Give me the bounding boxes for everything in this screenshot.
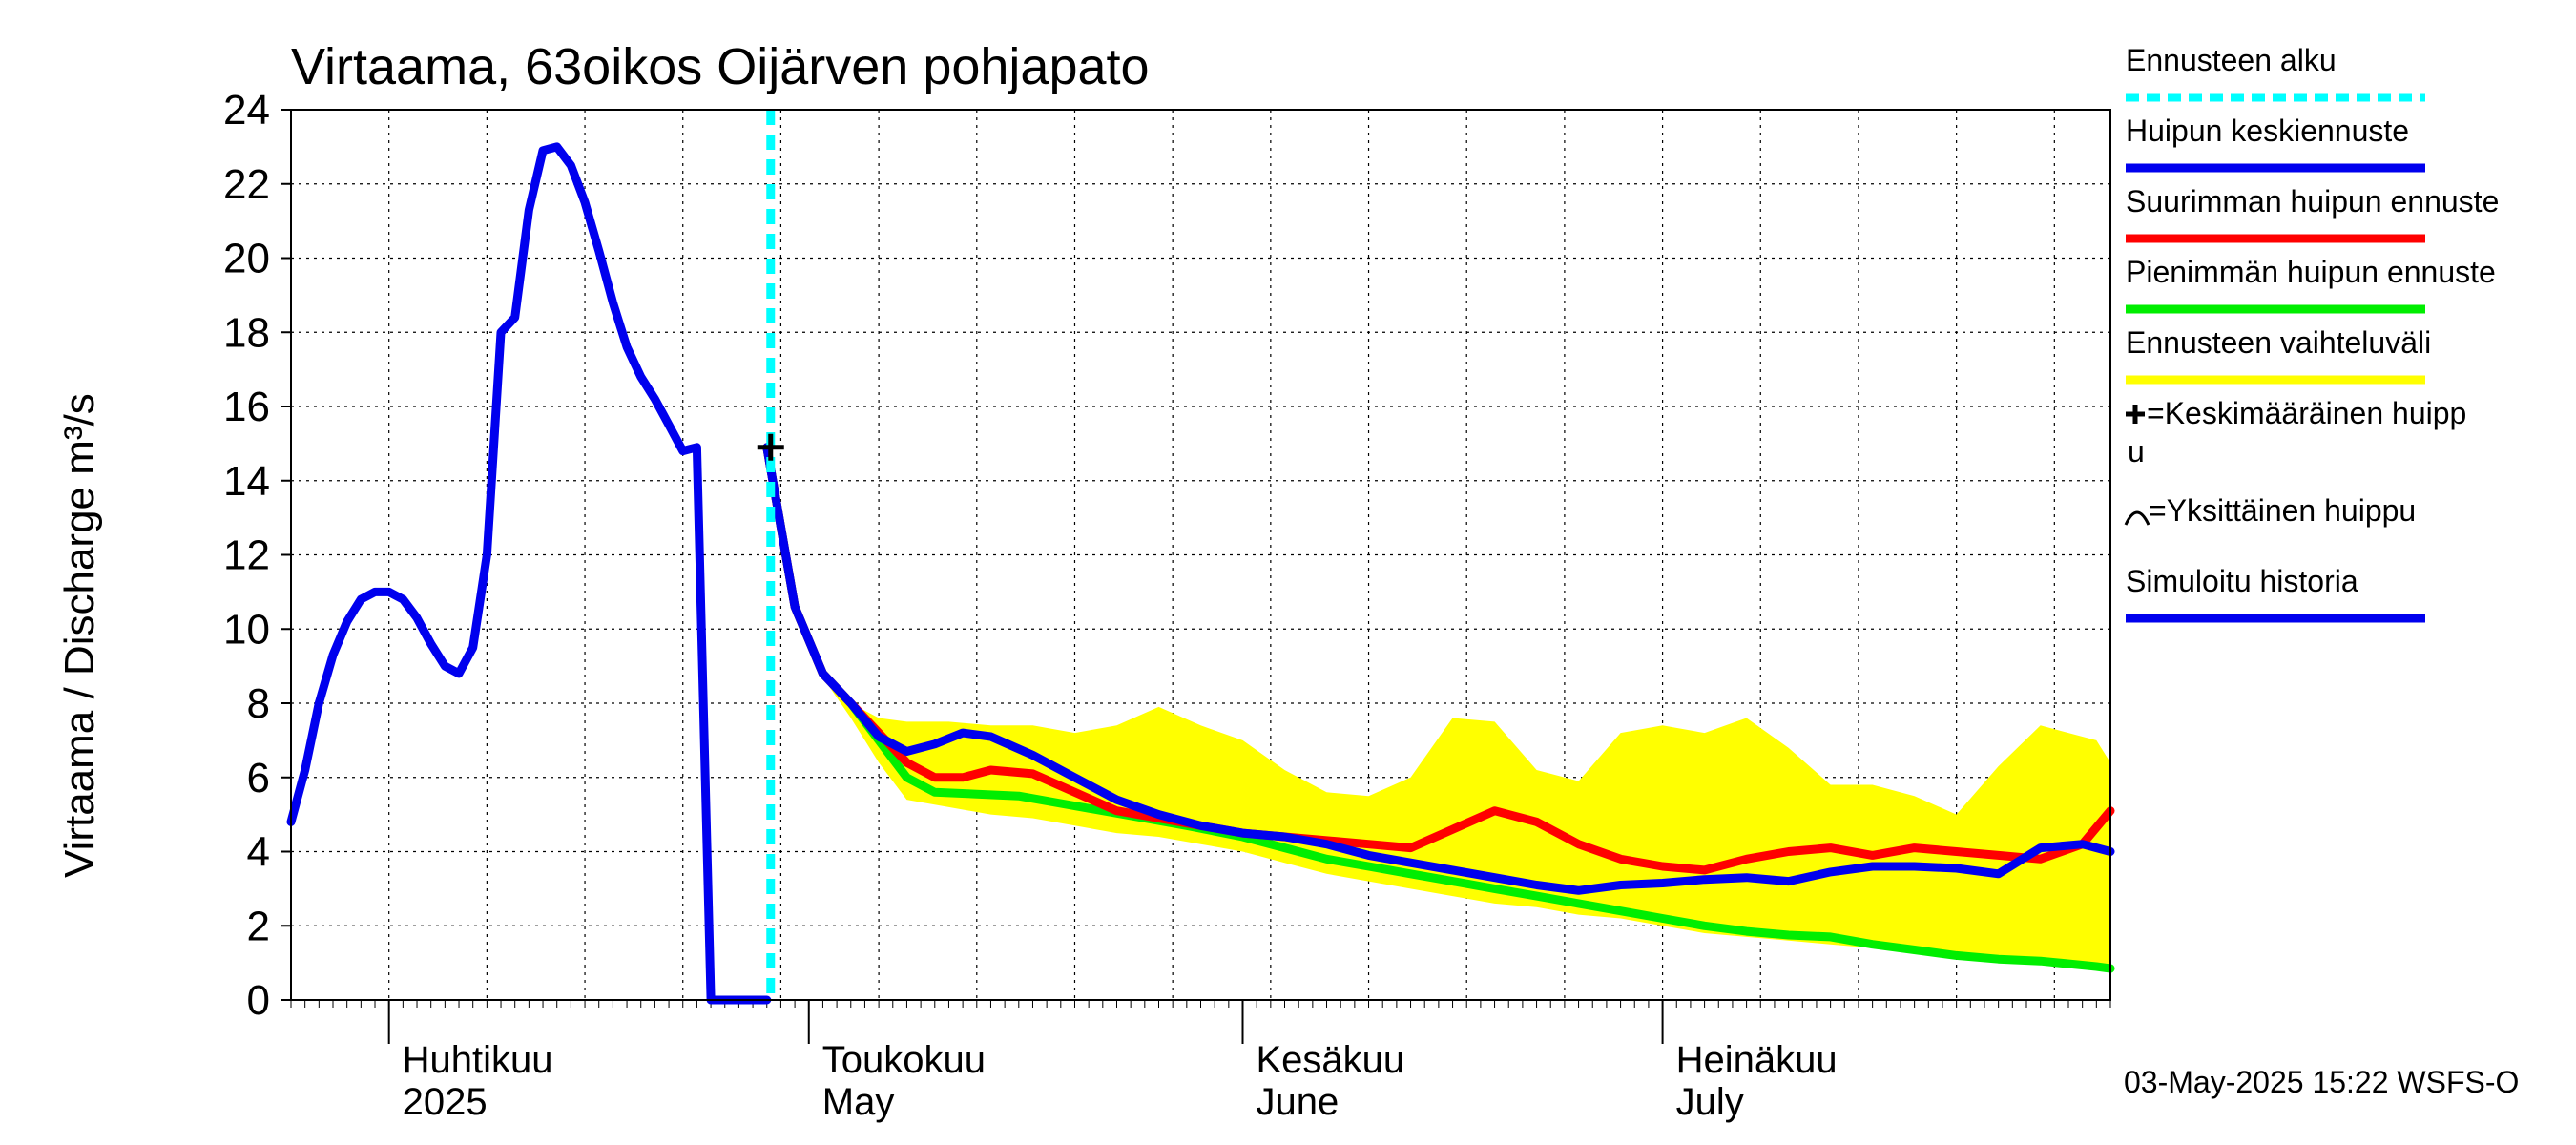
legend-arc-symbol [2124,510,2150,526]
y-tick-label: 22 [223,161,270,208]
y-tick-label: 10 [223,606,270,653]
y-tick-label: 6 [247,755,270,802]
month-label-en: June [1257,1081,1340,1123]
y-tick-label: 20 [223,236,270,282]
legend-label: Simuloitu historia [2126,564,2358,598]
y-tick-label: 0 [247,977,270,1024]
plot-area: 024681012141618202224Huhtikuu2025Toukoku… [223,87,2115,1123]
y-tick-label: 4 [247,829,270,876]
y-tick-label: 8 [247,680,270,727]
max-peak-forecast-line [762,443,2115,875]
chart-title: Virtaama, 63oikos Oijärven pohjapato [291,38,1150,95]
mean-peak-marker [757,433,784,461]
month-label-en: July [1676,1081,1744,1123]
y-tick-label: 14 [223,458,270,505]
mean-peak-forecast-line [762,443,2115,895]
plot-frame [290,109,2111,1001]
legend-label-continued: u [2128,434,2145,468]
y-tick-label: 12 [223,532,270,579]
y-tick-label: 24 [223,87,270,134]
month-label-fi: Kesäkuu [1257,1039,1405,1081]
timestamp: 03-May-2025 15:22 WSFS-O [2124,1065,2519,1099]
y-tick-label: 2 [247,903,270,949]
legend-label: Huipun keskiennuste [2126,114,2409,148]
legend-label: =Yksittäinen huippu [2149,493,2416,528]
legend: Ennusteen alku Huipun keskiennuste Suurimm… [2124,43,2499,623]
legend-label: Suurimman huipun ennuste [2126,184,2499,219]
forecast-range-band [766,447,2110,967]
legend-plus-symbol [2126,405,2145,424]
month-label-fi: Toukokuu [822,1039,986,1081]
legend-label: =Keskimääräinen huipp [2147,396,2466,430]
legend-label: Pienimmän huipun ennuste [2126,255,2496,289]
month-label-fi: Heinäkuu [1676,1039,1838,1081]
legend-label: Ennusteen alku [2126,43,2337,77]
simulated-history-line [286,142,772,1005]
y-tick-label: 18 [223,309,270,356]
month-label-en: 2025 [403,1081,488,1123]
y-axis-label: Virtaama / Discharge m³/s [56,393,103,878]
legend-label: Ennusteen vaihteluväli [2126,325,2431,360]
y-tick-label: 16 [223,384,270,430]
month-label-fi: Huhtikuu [403,1039,553,1081]
min-peak-forecast-line [762,443,2115,973]
month-label-en: May [822,1081,895,1123]
